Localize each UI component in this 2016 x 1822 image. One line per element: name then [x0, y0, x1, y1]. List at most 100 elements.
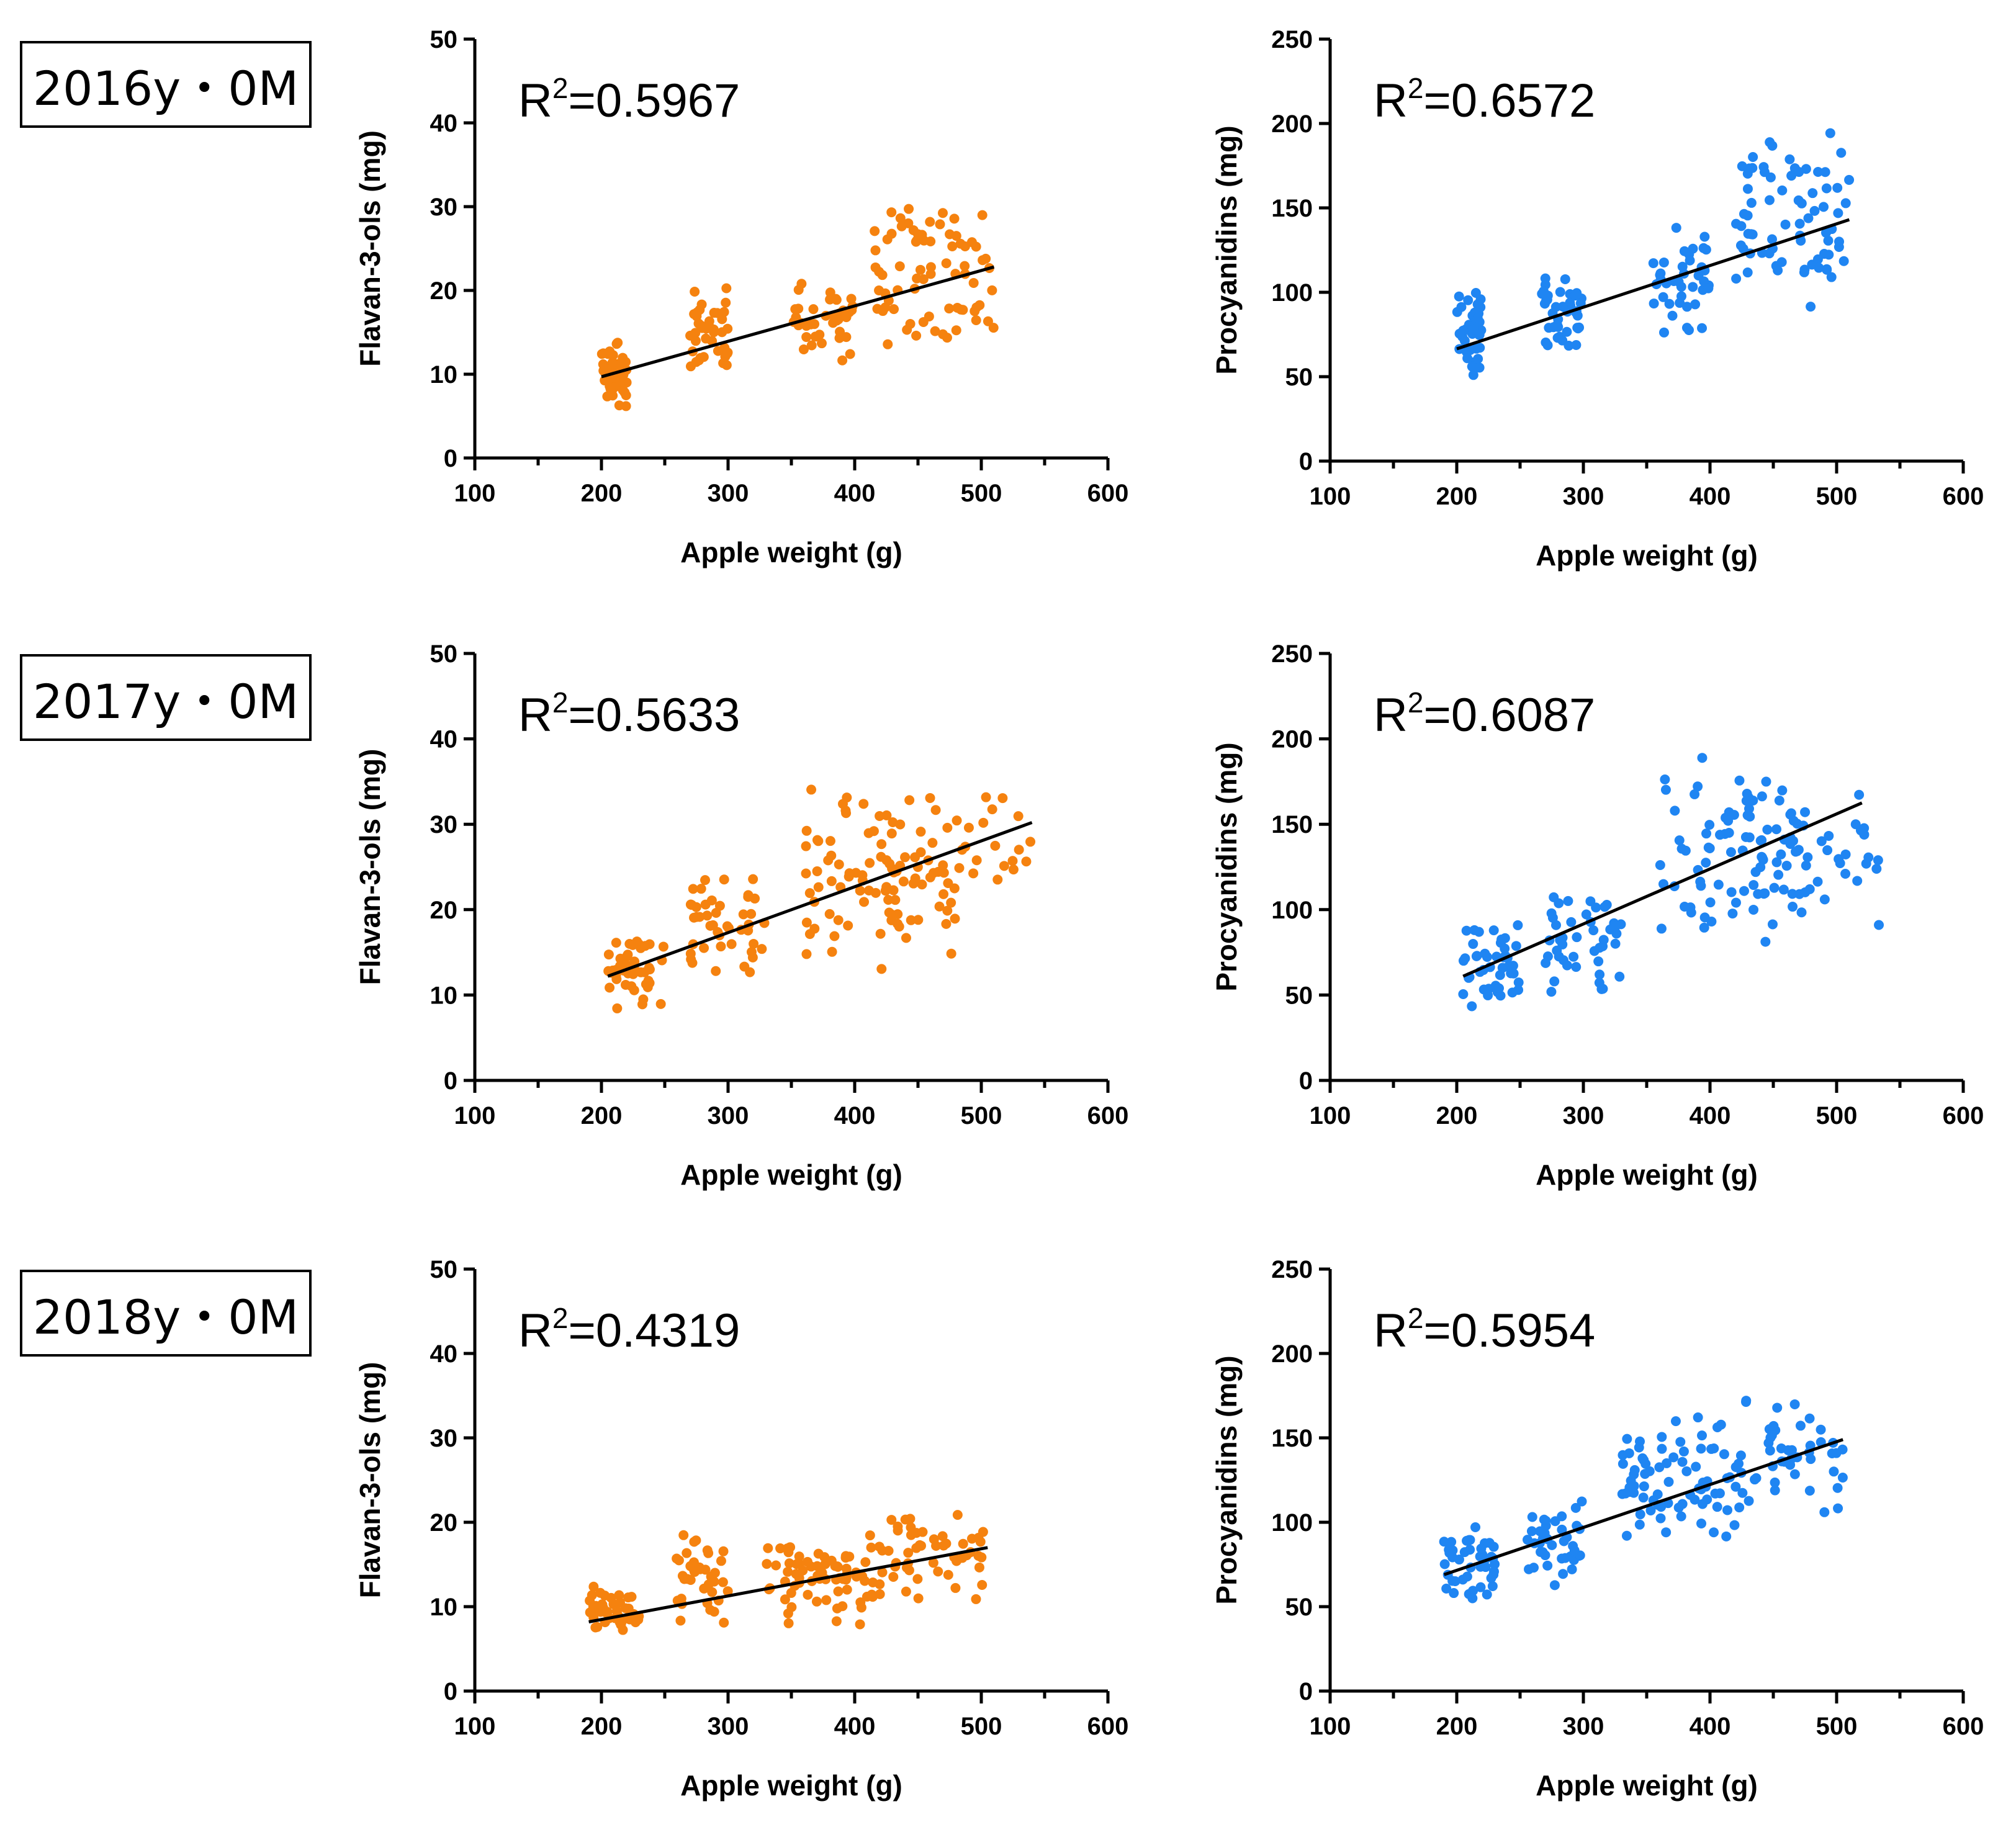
- data-point: [971, 241, 981, 252]
- x-axis-title: Apple weight (g): [680, 536, 902, 568]
- data-point: [966, 1533, 977, 1544]
- data-point: [1571, 340, 1582, 351]
- data-point: [1557, 1511, 1567, 1522]
- data-point: [801, 949, 812, 959]
- data-point: [1655, 268, 1666, 279]
- data-point: [952, 1510, 963, 1520]
- data-point: [1834, 236, 1845, 247]
- data-point: [685, 899, 696, 910]
- data-point: [1622, 1434, 1632, 1444]
- data-point: [937, 1531, 948, 1542]
- data-point: [1013, 811, 1024, 822]
- data-point: [1719, 1449, 1729, 1460]
- data-point: [623, 949, 633, 960]
- data-point: [1819, 1507, 1830, 1517]
- data-point: [658, 941, 668, 952]
- data-point: [1569, 1545, 1580, 1556]
- r-squared-value: =0.6572: [1423, 74, 1595, 127]
- data-point: [1472, 313, 1483, 323]
- data-point: [655, 999, 666, 1009]
- data-point: [870, 245, 881, 256]
- data-point: [626, 1592, 637, 1602]
- year-label-2018: 2018y・0M: [20, 1270, 312, 1357]
- regression-line: [607, 821, 1033, 978]
- x-tick-label: 300: [1563, 1102, 1604, 1129]
- data-point: [1468, 939, 1478, 949]
- data-point: [1764, 248, 1775, 259]
- data-point: [809, 923, 820, 934]
- data-point: [808, 304, 819, 315]
- r-squared-superscript: 2: [1408, 686, 1424, 719]
- data-point: [1549, 976, 1560, 987]
- data-point: [1025, 837, 1036, 847]
- data-point: [1799, 267, 1809, 277]
- data-point: [749, 938, 759, 949]
- data-point: [746, 909, 757, 919]
- data-point: [1629, 1469, 1639, 1479]
- data-point: [716, 1556, 726, 1566]
- data-point: [1832, 182, 1843, 193]
- data-point: [895, 819, 906, 830]
- data-point: [1560, 274, 1570, 284]
- data-point: [1787, 889, 1798, 899]
- r-squared-prefix: R: [518, 74, 552, 127]
- data-point: [1741, 1396, 1752, 1406]
- data-point: [716, 941, 726, 952]
- data-point: [1776, 849, 1786, 859]
- r-squared-value: =0.5954: [1423, 1304, 1595, 1357]
- data-point: [1757, 791, 1767, 802]
- data-point: [1697, 323, 1708, 333]
- data-point: [762, 1559, 772, 1569]
- data-point: [938, 860, 948, 871]
- data-point: [1452, 307, 1462, 317]
- data-point: [1730, 1481, 1741, 1492]
- data-point: [1796, 907, 1807, 918]
- data-point: [1657, 1432, 1667, 1442]
- data-point: [1588, 925, 1599, 936]
- data-point: [1716, 1419, 1726, 1430]
- data-point: [1679, 246, 1690, 256]
- y-tick-label: 40: [430, 726, 458, 753]
- x-tick-label: 600: [1087, 480, 1129, 507]
- data-point: [981, 792, 991, 802]
- data-point: [1482, 952, 1492, 963]
- y-tick-label: 0: [1299, 448, 1313, 475]
- data-point: [1678, 1446, 1689, 1456]
- data-point: [825, 836, 835, 846]
- regression-line: [601, 265, 995, 379]
- data-point: [827, 946, 837, 957]
- data-point: [721, 283, 732, 294]
- data-point: [719, 1617, 729, 1628]
- data-point: [1736, 221, 1747, 231]
- data-point: [1593, 956, 1604, 967]
- data-point: [1757, 851, 1767, 862]
- data-point: [876, 964, 887, 974]
- data-point: [702, 1545, 713, 1556]
- data-point: [895, 213, 906, 223]
- data-point: [630, 1617, 641, 1628]
- data-point: [623, 1603, 634, 1613]
- data-point: [1596, 984, 1607, 994]
- data-point: [1726, 847, 1736, 858]
- y-axis-title: Flavan-3-ols (mg): [354, 130, 386, 367]
- r-squared-superscript: 2: [552, 686, 569, 719]
- data-point: [1813, 166, 1824, 177]
- data-point: [1475, 343, 1485, 353]
- data-point: [1802, 852, 1813, 863]
- data-point: [855, 886, 865, 896]
- x-tick-label: 200: [581, 480, 623, 507]
- data-point: [1776, 257, 1787, 267]
- x-tick-label: 400: [1690, 1102, 1731, 1129]
- data-point: [1008, 864, 1019, 875]
- data-point: [1807, 188, 1818, 199]
- data-point: [842, 1584, 852, 1595]
- data-point: [1796, 235, 1806, 246]
- data-point: [691, 1535, 701, 1546]
- data-point: [1496, 934, 1507, 945]
- data-point: [784, 1558, 794, 1569]
- data-point: [1670, 1416, 1681, 1427]
- data-point: [1658, 257, 1669, 267]
- data-point: [1859, 823, 1870, 833]
- data-point: [1685, 255, 1695, 266]
- x-tick-label: 400: [1690, 1713, 1731, 1740]
